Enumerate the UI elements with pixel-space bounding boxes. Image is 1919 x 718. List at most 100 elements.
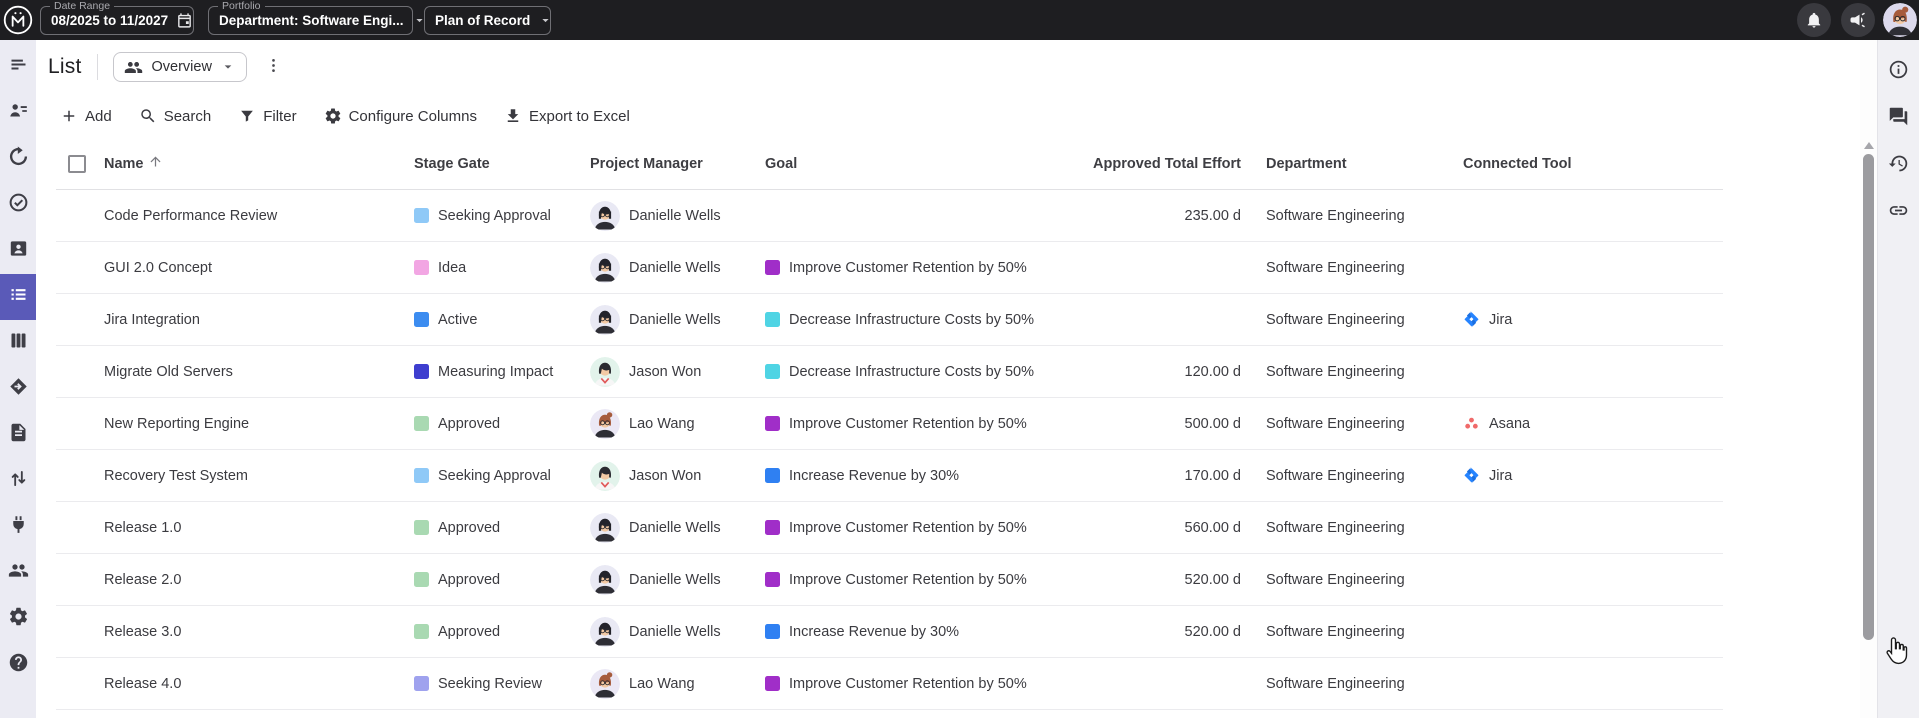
sidebar-item-pivot[interactable] [0, 136, 36, 182]
approved-effort-cell: 120.00 d [1085, 364, 1241, 380]
column-header-pm[interactable]: Project Manager [590, 156, 765, 172]
table-row[interactable]: Recovery Test SystemSeeking ApprovalJaso… [56, 450, 1723, 502]
sidebar-item-roadmap[interactable] [0, 366, 36, 412]
sidebar-item-import-export[interactable] [0, 458, 36, 504]
announcements-button[interactable] [1841, 3, 1875, 37]
stage-color-chip [414, 520, 429, 535]
stage-gate-cell: Active [414, 312, 590, 328]
plan-of-record-value: Plan of Record [435, 13, 530, 28]
table-row[interactable]: Release 2.0ApprovedDanielle WellsImprove… [56, 554, 1723, 606]
sidebar-item-users[interactable] [0, 550, 36, 596]
filter-label: Filter [263, 108, 296, 125]
goal-color-chip [765, 416, 780, 431]
project-manager-name: Danielle Wells [629, 260, 721, 276]
sidebar-item-resource-pool[interactable] [0, 228, 36, 274]
sidebar-item-reports[interactable] [0, 412, 36, 458]
table-row[interactable]: Migrate Old ServersMeasuring ImpactJason… [56, 346, 1723, 398]
stage-color-chip [414, 260, 429, 275]
department-label: Software Engineering [1266, 468, 1405, 484]
table-row[interactable]: Release 1.0ApprovedDanielle WellsImprove… [56, 502, 1723, 554]
sidebar-item-help[interactable] [0, 642, 36, 688]
search-button[interactable]: Search [139, 107, 212, 125]
add-button[interactable]: Add [60, 107, 112, 125]
project-manager-name: Danielle Wells [629, 520, 721, 536]
stage-color-chip [414, 364, 429, 379]
table-row[interactable]: New Reporting EngineApprovedLao WangImpr… [56, 398, 1723, 450]
plan-of-record-selector[interactable]: Plan of Record [424, 6, 551, 35]
person-rows-icon [8, 100, 29, 126]
sidebar-item-integrations[interactable] [0, 504, 36, 550]
sort-ascending-icon [148, 154, 163, 173]
avatar [590, 617, 620, 647]
configure-columns-button[interactable]: Configure Columns [324, 107, 477, 125]
column-header-label: Name [104, 156, 144, 172]
goal-cell: Increase Revenue by 30% [765, 468, 1085, 484]
comments-button[interactable] [1887, 106, 1911, 130]
updown-icon [8, 468, 29, 494]
project-name: Release 4.0 [104, 676, 181, 692]
department-cell: Software Engineering [1241, 416, 1463, 432]
app-logo-icon[interactable] [3, 5, 33, 35]
table-header-row: Name Stage Gate Project ManagerGoalApprove… [56, 138, 1723, 190]
history-button[interactable] [1887, 153, 1911, 177]
avatar [590, 253, 620, 283]
configure-columns-label: Configure Columns [349, 108, 477, 125]
scrollbar-thumb[interactable] [1863, 154, 1874, 640]
target-check-icon [8, 192, 29, 218]
link-button[interactable] [1887, 200, 1911, 224]
notifications-button[interactable] [1797, 3, 1831, 37]
table-toolbar: Add Search Filter Configure Columns Expo… [36, 94, 1860, 138]
department-label: Software Engineering [1266, 624, 1405, 640]
column-header-name[interactable]: Name [104, 154, 414, 173]
goal-cell: Decrease Infrastructure Costs by 50% [765, 364, 1085, 380]
date-range-field[interactable]: Date Range 08/2025 to 11/2027 [40, 6, 194, 35]
info-button[interactable] [1887, 59, 1911, 83]
gear-icon [8, 606, 29, 632]
name-cell: Release 4.0 [104, 676, 414, 692]
user-avatar[interactable] [1883, 3, 1917, 37]
view-selector-button[interactable]: Overview [113, 52, 246, 82]
table-row[interactable]: Jira IntegrationActiveDanielle WellsDecr… [56, 294, 1723, 346]
approved-effort-cell: 520.00 d [1085, 572, 1241, 588]
sidebar-item-project-list[interactable] [0, 274, 36, 320]
document-icon [8, 422, 29, 448]
column-header-stage[interactable]: Stage Gate [414, 156, 590, 172]
select-all-checkbox[interactable] [68, 155, 86, 173]
sidebar-item-team-planner[interactable] [0, 90, 36, 136]
more-options-button[interactable] [262, 55, 286, 79]
bell-icon [1805, 11, 1823, 29]
column-header-label: Stage Gate [414, 156, 490, 172]
filter-icon [238, 107, 256, 125]
column-header-effort[interactable]: Approved Total Effort [1085, 156, 1241, 172]
stage-label: Seeking Approval [438, 468, 551, 484]
table-row[interactable]: GUI 2.0 ConceptIdeaDanielle WellsImprove… [56, 242, 1723, 294]
table-row[interactable]: Release 3.0ApprovedDanielle WellsIncreas… [56, 606, 1723, 658]
project-manager-name: Danielle Wells [629, 208, 721, 224]
column-header-tool[interactable]: Connected Tool [1463, 156, 1723, 172]
asana-logo-icon [1463, 415, 1480, 432]
vertical-scrollbar[interactable] [1860, 40, 1877, 718]
goal-color-chip [765, 312, 780, 327]
goal-color-chip [765, 624, 780, 639]
stage-gate-cell: Measuring Impact [414, 364, 590, 380]
project-manager-name: Jason Won [629, 364, 701, 380]
sidebar-item-settings[interactable] [0, 596, 36, 642]
effort-value: 235.00 d [1185, 208, 1241, 224]
table-row[interactable]: Release 4.0Seeking ReviewLao WangImprove… [56, 658, 1723, 710]
sidebar-item-goals[interactable] [0, 182, 36, 228]
scroll-up-arrow[interactable] [1864, 142, 1874, 149]
sidebar-item-portfolio-designer[interactable] [0, 44, 36, 90]
column-header-goal[interactable]: Goal [765, 156, 1085, 172]
project-name: Code Performance Review [104, 208, 277, 224]
filter-button[interactable]: Filter [238, 107, 296, 125]
export-excel-button[interactable]: Export to Excel [504, 107, 630, 125]
goal-color-chip [765, 468, 780, 483]
stage-color-chip [414, 468, 429, 483]
portfolio-value: Department: Software Engi... [219, 13, 404, 28]
jira-logo-icon [1463, 467, 1480, 484]
table-row[interactable]: Code Performance ReviewSeeking ApprovalD… [56, 190, 1723, 242]
portfolio-selector[interactable]: Portfolio Department: Software Engi... [208, 6, 413, 35]
sidebar-item-board[interactable] [0, 320, 36, 366]
column-header-department[interactable]: Department [1241, 156, 1463, 172]
project-name: Release 2.0 [104, 572, 181, 588]
